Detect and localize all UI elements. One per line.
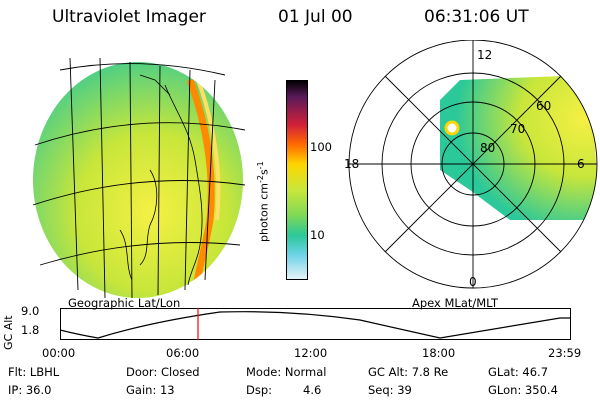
altitude-curve (60, 311, 571, 339)
altitude-timeline (60, 308, 571, 340)
meta-filter: Flt: LBHL (8, 365, 60, 379)
polar-grid (348, 40, 598, 289)
geographic-caption: Geographic Lat/Lon (68, 296, 181, 310)
colorbar (286, 80, 308, 280)
aurora-region-polar (440, 75, 597, 220)
timeline-ytick-low: 1.8 (21, 323, 40, 337)
app-title: Ultraviolet Imager (52, 7, 206, 27)
timeline-xtick-1800: 18:00 (422, 346, 456, 360)
meta-seq: Seq: 39 (368, 383, 412, 397)
colorbar-tick-100: 100 (310, 140, 332, 154)
timeline-xtick-0600: 06:00 (166, 346, 200, 360)
timeline-xtick-0000: 00:00 (42, 346, 76, 360)
lat-label-70: 70 (510, 122, 525, 136)
meta-gain: Gain: 13 (126, 383, 175, 397)
apex-caption: Apex MLat/MLT (412, 296, 499, 310)
mlt-label-12: 12 (477, 48, 492, 62)
mlt-label-18: 18 (344, 157, 359, 171)
meta-gc-alt: GC Alt: 7.8 Re (368, 365, 449, 379)
meta-dsp-label: Dsp: (246, 383, 273, 397)
meta-ip: IP: 36.0 (8, 383, 52, 397)
colorbar-unit-label: photon cm-2s-1 (256, 161, 271, 242)
date-label: 01 Jul 00 (278, 7, 353, 27)
meta-glat: GLat: 46.7 (488, 365, 549, 379)
timeline-ylabel: GC Alt (2, 315, 15, 350)
coastline-map (119, 74, 203, 286)
timeline-ytick-high: 9.0 (21, 304, 40, 318)
mlt-label-0: 0 (469, 275, 477, 289)
auroral-arc (186, 78, 215, 291)
meta-dsp-value: 4.6 (303, 383, 322, 397)
geographic-image (32, 57, 246, 299)
timeline-xtick-2359: 23:59 (548, 346, 582, 360)
colorbar-tick-10: 10 (310, 228, 325, 242)
aurora-region-left (33, 62, 243, 298)
time-label: 06:31:06 UT (424, 7, 529, 27)
meta-mode: Mode: Normal (246, 365, 327, 379)
lat-lon-grid (32, 57, 246, 299)
lat-label-60: 60 (536, 99, 551, 113)
timeline-xtick-1200: 12:00 (294, 346, 328, 360)
meta-glon: GLon: 350.4 (488, 383, 558, 397)
polar-plot: 12 18 6 0 60 70 80 (344, 40, 598, 289)
meta-door: Door: Closed (126, 365, 200, 379)
lat-label-80: 80 (480, 141, 495, 155)
mlt-label-6: 6 (577, 157, 585, 171)
